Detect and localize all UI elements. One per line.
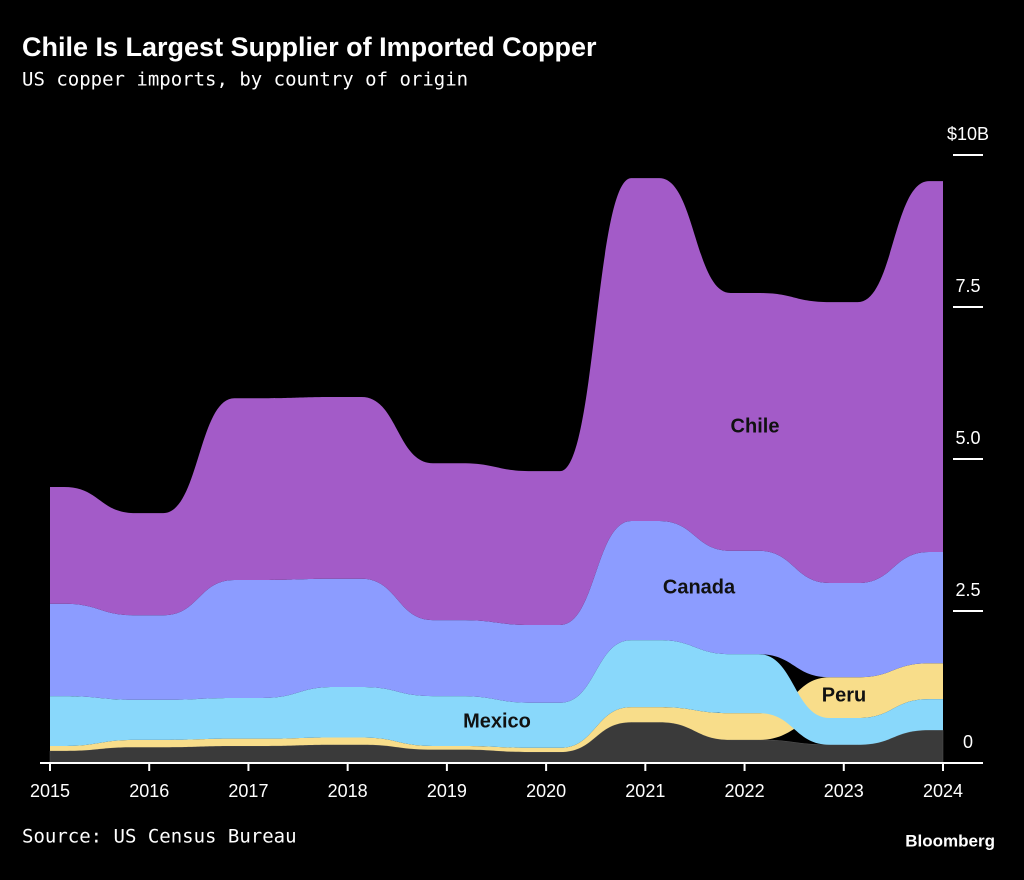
y-tick-label: 7.5 [955, 276, 980, 296]
source: Source: US Census Bureau [22, 826, 297, 848]
area [50, 663, 943, 753]
brand: Bloomberg [905, 831, 995, 850]
chart-title: Chile Is Largest Supplier of Imported Co… [22, 32, 597, 62]
x-tick-label: 2021 [625, 781, 665, 801]
y-tick-label: 2.5 [955, 580, 980, 600]
series-label: Mexico [463, 710, 531, 732]
y-tick-label: 5.0 [955, 428, 980, 448]
x-tick-label: 2015 [30, 781, 70, 801]
area [50, 640, 943, 748]
x-tick-label: 2019 [427, 781, 467, 801]
x-tick-label: 2018 [328, 781, 368, 801]
series-label: Canada [663, 576, 736, 598]
x-tick-label: 2017 [228, 781, 268, 801]
areas [49, 178, 944, 764]
series-label: Chile [731, 415, 780, 437]
area [50, 521, 943, 703]
series-label: Peru [822, 684, 866, 706]
area [50, 178, 943, 625]
x-tick-label: 2023 [824, 781, 864, 801]
x-tick-label: 2020 [526, 781, 566, 801]
x-tick-label: 2016 [129, 781, 169, 801]
chart-subtitle: US copper imports, by country of origin [22, 69, 468, 91]
y-tick-label: 0 [963, 732, 973, 752]
x-tick-label: 2022 [725, 781, 765, 801]
foreground: Peru Mexico Canada Chile 0 2.5 5.0 7.5 $10B 2015 2… [30, 124, 989, 801]
y-tick-label: $10B [947, 124, 989, 144]
x-tick-label: 2024 [923, 781, 963, 801]
